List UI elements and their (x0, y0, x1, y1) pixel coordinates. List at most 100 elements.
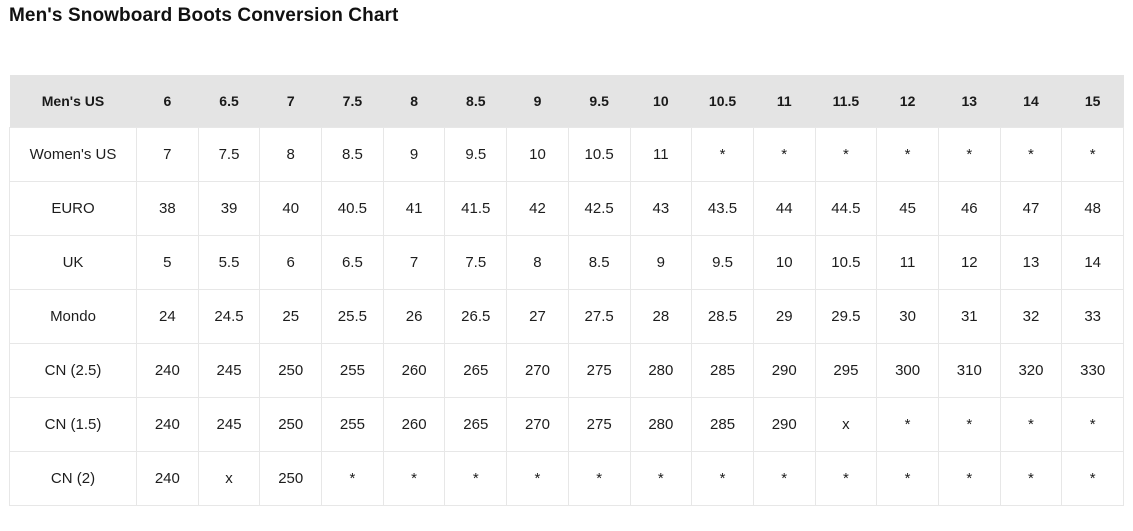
value-cell: 285 (691, 342, 754, 398)
value-cell: 7 (382, 234, 446, 290)
header-cell: 9 (506, 75, 569, 127)
value-cell: 260 (382, 342, 446, 398)
value-cell: 275 (567, 342, 631, 398)
value-cell: * (629, 450, 693, 506)
value-cell: 240 (136, 450, 199, 506)
header-cell: 13 (938, 75, 1001, 127)
value-cell: 38 (136, 180, 199, 236)
header-cell: 9.5 (568, 75, 630, 127)
table-row: CN (2) 240 x 250 * * * * * * * * * * * * * (9, 450, 1124, 506)
value-cell: 290 (752, 342, 816, 398)
value-cell: 31 (937, 288, 1001, 344)
value-cell: 260 (382, 396, 446, 452)
header-cell: 7.5 (321, 75, 384, 127)
value-cell: 310 (937, 342, 1001, 398)
value-cell: 44.5 (814, 180, 878, 236)
value-cell: 7.5 (197, 126, 261, 182)
value-cell: 9 (382, 126, 446, 182)
header-cell: 8 (383, 75, 445, 127)
value-cell: 47 (999, 180, 1063, 236)
value-cell: 10 (506, 126, 569, 182)
value-cell: 5 (136, 234, 199, 290)
value-cell: 270 (506, 342, 569, 398)
value-cell: 275 (567, 396, 631, 452)
header-cell: 7 (259, 75, 322, 127)
header-cell: 11.5 (815, 75, 877, 127)
value-cell: 6 (259, 234, 323, 290)
table-header: Men's US 6 6.5 7 7.5 8 8.5 9 9.5 10 10.5 11 11.5 12 13… (9, 75, 1124, 127)
value-cell: 43.5 (691, 180, 754, 236)
value-cell: 30 (876, 288, 939, 344)
header-row: Men's US 6 6.5 7 7.5 8 8.5 9 9.5 10 10.5 11 11.5 12 13… (9, 75, 1124, 127)
table-body: Women's US 7 7.5 8 8.5 9 9.5 10 10.5 11 * * * * * * * EUR… (9, 126, 1124, 506)
value-cell: 26.5 (444, 288, 508, 344)
value-cell: 48 (1061, 180, 1124, 236)
value-cell: 40.5 (321, 180, 384, 236)
value-cell: 255 (321, 342, 384, 398)
value-cell: 280 (629, 342, 693, 398)
value-cell: 10.5 (814, 234, 878, 290)
value-cell: 8.5 (321, 126, 384, 182)
row-label-cell: EURO (9, 180, 137, 236)
value-cell: 32 (999, 288, 1063, 344)
value-cell: * (506, 450, 569, 506)
value-cell: * (567, 450, 631, 506)
value-cell: 39 (197, 180, 261, 236)
value-cell: 26 (382, 288, 446, 344)
value-cell: * (321, 450, 384, 506)
value-cell: 29 (752, 288, 816, 344)
value-cell: * (876, 396, 939, 452)
value-cell: 46 (937, 180, 1001, 236)
value-cell: * (691, 126, 754, 182)
value-cell: * (814, 126, 878, 182)
header-cell: 15 (1061, 75, 1124, 127)
conversion-table: Men's US 6 6.5 7 7.5 8 8.5 9 9.5 10 10.5 11 11.5 12 13… (9, 75, 1124, 506)
value-cell: 285 (691, 396, 754, 452)
value-cell: 45 (876, 180, 939, 236)
value-cell: 8.5 (567, 234, 631, 290)
value-cell: x (197, 450, 261, 506)
value-cell: 245 (197, 342, 261, 398)
value-cell: 24.5 (197, 288, 261, 344)
header-cell-row-label: Men's US (9, 75, 137, 127)
value-cell: 10.5 (567, 126, 631, 182)
value-cell: * (752, 450, 816, 506)
value-cell: * (999, 450, 1063, 506)
value-cell: 9 (629, 234, 693, 290)
table-row: Women's US 7 7.5 8 8.5 9 9.5 10 10.5 11 * * * * * * * (9, 126, 1124, 182)
value-cell: 41 (382, 180, 446, 236)
value-cell: 12 (937, 234, 1001, 290)
header-cell: 10 (630, 75, 692, 127)
value-cell: * (814, 450, 878, 506)
value-cell: 250 (259, 450, 323, 506)
value-cell: * (691, 450, 754, 506)
value-cell: 10 (752, 234, 816, 290)
value-cell: * (876, 450, 939, 506)
value-cell: 240 (136, 396, 199, 452)
value-cell: 295 (814, 342, 878, 398)
value-cell: 280 (629, 396, 693, 452)
value-cell: 29.5 (814, 288, 878, 344)
header-cell: 10.5 (691, 75, 754, 127)
value-cell: 13 (999, 234, 1063, 290)
value-cell: 240 (136, 342, 199, 398)
header-cell: 6 (136, 75, 199, 127)
value-cell: 8 (506, 234, 569, 290)
table-row: CN (2.5) 240 245 250 255 260 265 270 275 280 285 29… (9, 342, 1124, 398)
value-cell: * (1061, 126, 1124, 182)
value-cell: * (1061, 450, 1124, 506)
row-label-cell: CN (2) (9, 450, 137, 506)
table-row: Mondo 24 24.5 25 25.5 26 26.5 27 27.5 28 28.5 29 29.… (9, 288, 1124, 344)
value-cell: 7 (136, 126, 199, 182)
value-cell: 42.5 (567, 180, 631, 236)
value-cell: 28 (629, 288, 693, 344)
value-cell: 330 (1061, 342, 1124, 398)
table-row: UK 5 5.5 6 6.5 7 7.5 8 8.5 9 9.5 10 10.5 11 12 13 14 (9, 234, 1124, 290)
page-title: Men's Snowboard Boots Conversion Chart (9, 5, 399, 26)
value-cell: 27 (506, 288, 569, 344)
value-cell: 9.5 (444, 126, 508, 182)
value-cell: 270 (506, 396, 569, 452)
value-cell: * (382, 450, 446, 506)
header-cell: 11 (753, 75, 816, 127)
value-cell: * (999, 126, 1063, 182)
